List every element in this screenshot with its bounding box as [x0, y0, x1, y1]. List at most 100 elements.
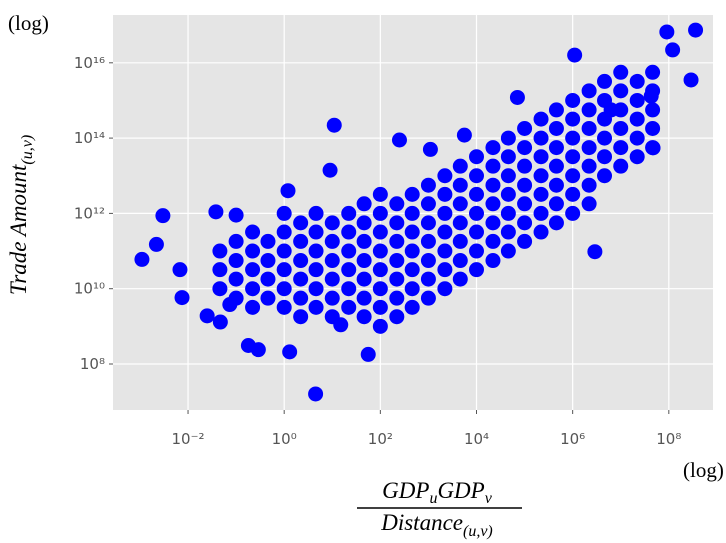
point	[533, 149, 549, 165]
point	[452, 215, 468, 231]
point	[517, 158, 533, 174]
point	[500, 149, 516, 165]
point	[260, 253, 276, 269]
point	[500, 224, 516, 240]
point	[308, 299, 324, 315]
point	[404, 186, 420, 202]
point	[250, 342, 266, 358]
point	[437, 186, 453, 202]
point	[372, 281, 388, 297]
point	[245, 281, 261, 297]
x-tick-label: 10²	[368, 430, 393, 448]
x-tick-label: 10⁴	[464, 430, 489, 448]
point	[404, 205, 420, 221]
point	[420, 233, 436, 249]
x-tick-label: 10⁶	[560, 430, 585, 448]
point	[228, 207, 244, 223]
point	[308, 224, 324, 240]
x-label-part: GDP	[437, 478, 484, 503]
point	[548, 140, 564, 156]
point	[603, 102, 619, 118]
point	[469, 224, 485, 240]
point	[356, 253, 372, 269]
point	[308, 243, 324, 259]
point	[372, 205, 388, 221]
point	[565, 92, 581, 108]
point	[260, 271, 276, 287]
point	[565, 149, 581, 165]
point	[548, 196, 564, 212]
point	[420, 177, 436, 193]
point	[437, 224, 453, 240]
point	[533, 111, 549, 127]
point	[452, 158, 468, 174]
point	[293, 290, 309, 306]
point	[341, 224, 357, 240]
point	[276, 262, 292, 278]
point	[437, 168, 453, 184]
point	[683, 72, 699, 88]
point	[581, 83, 597, 99]
y-axis-label: Trade Amount(u,v)	[6, 135, 36, 295]
point	[276, 205, 292, 221]
point	[422, 141, 438, 157]
x-label-part: GDP	[382, 478, 429, 503]
y-tick-label: 10¹⁰	[74, 280, 105, 298]
point	[326, 117, 342, 133]
point	[517, 233, 533, 249]
point	[469, 168, 485, 184]
point	[308, 262, 324, 278]
point	[293, 233, 309, 249]
point	[372, 262, 388, 278]
x-tick-label: 10⁻²	[172, 430, 205, 448]
point	[469, 186, 485, 202]
point	[613, 120, 629, 136]
point	[485, 158, 501, 174]
point	[645, 64, 661, 80]
point	[500, 243, 516, 259]
point	[420, 290, 436, 306]
point	[391, 132, 407, 148]
point	[389, 309, 405, 325]
point	[485, 233, 501, 249]
point	[228, 233, 244, 249]
y-tick-label: 10¹⁶	[74, 54, 105, 72]
point	[341, 205, 357, 221]
point	[469, 243, 485, 259]
point	[293, 309, 309, 325]
point	[565, 130, 581, 146]
point	[469, 262, 485, 278]
point	[485, 177, 501, 193]
point	[548, 120, 564, 136]
point	[372, 243, 388, 259]
point	[517, 120, 533, 136]
point	[420, 196, 436, 212]
point	[420, 271, 436, 287]
point	[437, 205, 453, 221]
point	[565, 168, 581, 184]
point	[587, 244, 603, 260]
x-label-sub: (u,v)	[463, 523, 493, 540]
point	[437, 243, 453, 259]
point	[212, 281, 228, 297]
point	[456, 127, 472, 143]
point	[324, 215, 340, 231]
point	[533, 205, 549, 221]
ticks: 10⁻² 10⁰ 10² 10⁴ 10⁶ 10⁸ 10⁸ 10¹⁰ 10¹² 10¹⁴ 10¹⁶	[74, 54, 681, 448]
point	[174, 290, 190, 306]
point	[533, 186, 549, 202]
point	[533, 168, 549, 184]
point	[567, 47, 583, 63]
point	[597, 73, 613, 89]
point	[404, 224, 420, 240]
point	[199, 308, 215, 324]
point	[276, 224, 292, 240]
point	[404, 299, 420, 315]
point	[341, 299, 357, 315]
point	[324, 271, 340, 287]
y-label-text: Trade Amount	[6, 164, 31, 295]
point	[134, 251, 150, 267]
point	[212, 262, 228, 278]
point	[548, 215, 564, 231]
